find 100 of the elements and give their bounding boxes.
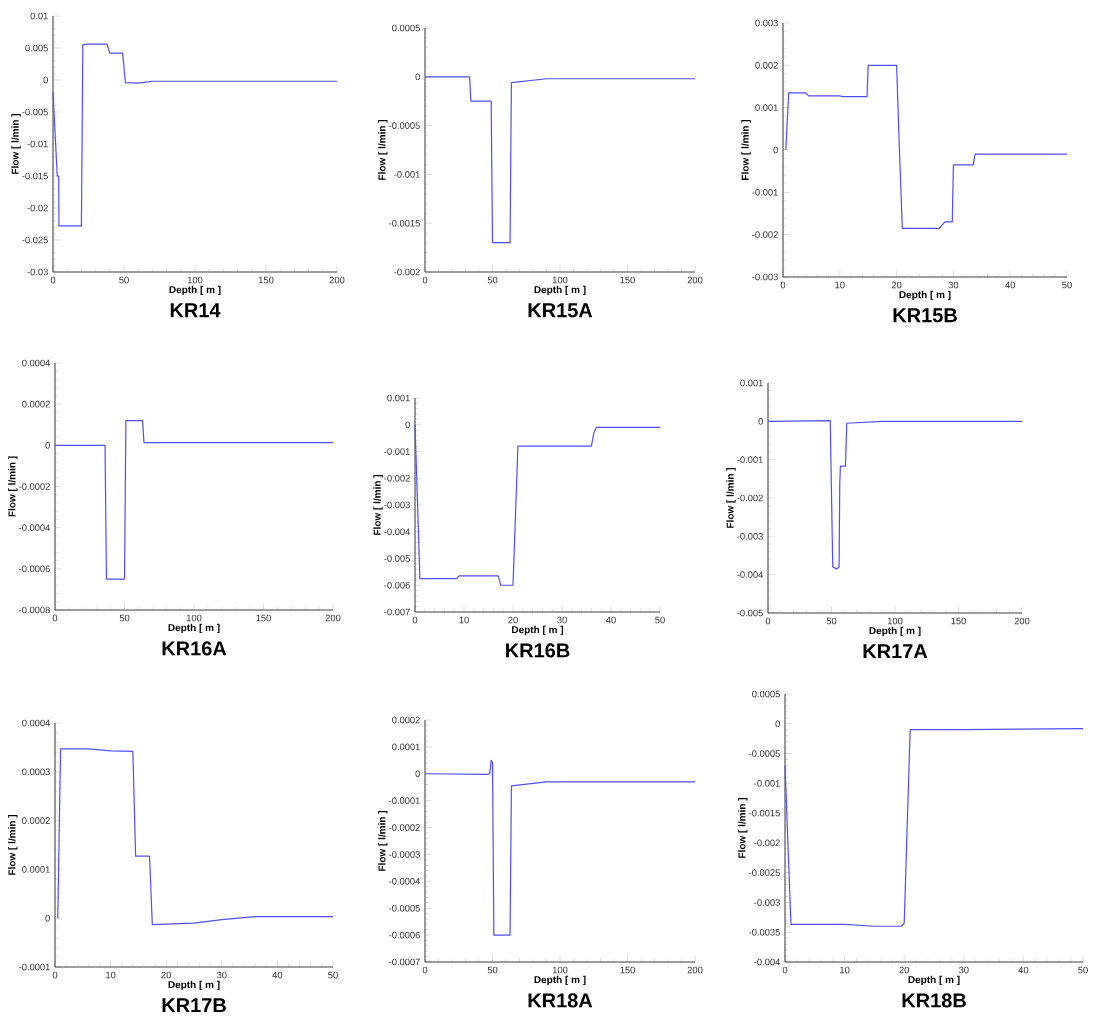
x-tick-label: 20 <box>899 966 910 974</box>
x-tick-label: 100 <box>186 614 202 622</box>
y-tick-label: -0.005 <box>22 108 48 116</box>
y-axis-title: Flow [ l/min ] <box>738 798 748 858</box>
x-tick-label: 150 <box>256 614 271 622</box>
text: KR16A <box>162 641 227 656</box>
y-tick-label: 0 <box>45 914 50 922</box>
x-tick-label: 100 <box>552 276 568 284</box>
line-series <box>424 759 696 936</box>
x-tick-label: 50 <box>487 276 498 284</box>
y-tick-label: -0.01 <box>27 140 48 148</box>
line-series <box>414 424 661 586</box>
y-tick-label: -0.0004 <box>19 524 51 531</box>
x-tick-label: 0 <box>422 276 428 284</box>
y-tick-label: -0.004 <box>737 571 764 578</box>
x-tick-label: 50 <box>119 276 129 284</box>
y-tick-label: -0.0002 <box>19 483 50 490</box>
y-tick-label: -0.003 <box>754 899 780 906</box>
x-tick-label: 20 <box>508 616 518 624</box>
y-tick-label: 0.0004 <box>22 359 51 367</box>
x-tick-label: 30 <box>216 971 227 979</box>
x-tick-label: 0 <box>782 966 788 974</box>
x-tick-label: 200 <box>1014 617 1030 625</box>
y-tick-label: 0.0002 <box>22 817 50 824</box>
y-tick-label: 0.001 <box>755 104 778 111</box>
x-tick-label: 20 <box>891 281 902 289</box>
y-tick-label: -0.002 <box>754 839 780 847</box>
y-tick-label: 0.0005 <box>752 690 780 698</box>
y-axis-title: Flow [ l/min ] <box>378 811 388 871</box>
y-axis-title: Flow [ l/min ] <box>11 114 21 174</box>
y-tick-label: 0.001 <box>740 379 763 387</box>
y-tick-label: 0 <box>43 76 48 84</box>
x-tick-label: 50 <box>487 966 498 974</box>
y-axis-title: Flow [ l/min ] <box>378 120 388 180</box>
x-axis-title: Depth [ m ] <box>169 285 221 296</box>
x-tick-label: 0 <box>52 971 58 979</box>
y-tick-label: -0.002 <box>737 494 763 502</box>
text: KR17A <box>863 644 928 659</box>
x-tick-label: 20 <box>161 971 172 979</box>
x-axis-title: Depth [ m ] <box>168 623 220 634</box>
x-tick-label: 40 <box>272 971 283 979</box>
y-tick-label: 0 <box>775 720 780 728</box>
y-tick-label: 0 <box>45 442 50 449</box>
line-series <box>424 76 696 244</box>
y-tick-label: 0 <box>405 421 410 429</box>
x-axis-title: Depth [ m ] <box>869 626 921 637</box>
x-tick-label: 50 <box>328 971 338 979</box>
y-tick-label: -0.003 <box>752 273 778 281</box>
y-tick-label: -0.005 <box>384 555 410 562</box>
y-tick-label: -0.002 <box>752 231 778 238</box>
x-tick-label: 10 <box>106 971 116 979</box>
x-tick-label: 150 <box>620 276 635 284</box>
y-axis-title: Flow [ l/min ] <box>8 815 18 875</box>
x-tick-label: 50 <box>1062 281 1072 289</box>
y-tick-label: -0.001 <box>394 171 420 178</box>
y-tick-label: 0.003 <box>755 19 778 27</box>
y-tick-label: 0 <box>415 770 420 778</box>
x-tick-label: 10 <box>459 616 469 624</box>
x-tick-label: 30 <box>557 616 567 624</box>
x-tick-label: 100 <box>552 966 568 974</box>
y-tick-label: 0.0001 <box>22 866 50 873</box>
y-tick-label: -0.006 <box>384 581 410 589</box>
x-axis-title: Depth [ m ] <box>899 290 951 301</box>
text: KR15B <box>893 308 957 323</box>
y-tick-label: 0.0004 <box>22 719 51 727</box>
y-tick-label: -0.0005 <box>389 904 420 912</box>
line-series <box>52 43 338 227</box>
x-tick-label: 100 <box>887 617 903 625</box>
x-axis-title: Depth [ m ] <box>512 625 564 636</box>
y-tick-label: -0.0035 <box>749 928 780 936</box>
x-tick-label: 50 <box>119 614 130 622</box>
x-tick-label: 200 <box>687 966 703 974</box>
y-tick-label: -0.003 <box>384 501 410 509</box>
x-tick-label: 40 <box>606 616 616 624</box>
x-tick-label: 30 <box>958 966 969 974</box>
text: KR18A <box>528 993 593 1008</box>
x-tick-label: 50 <box>1078 966 1088 974</box>
x-tick-label: 30 <box>948 281 959 289</box>
x-tick-label: 50 <box>826 617 837 625</box>
y-tick-label: 0 <box>415 73 420 81</box>
y-tick-label: -0.001 <box>754 780 780 787</box>
x-tick-label: 0 <box>52 614 58 622</box>
x-tick-label: 150 <box>620 966 635 974</box>
y-tick-label: -0.015 <box>22 172 48 180</box>
x-tick-label: 50 <box>655 616 665 624</box>
y-tick-label: -0.02 <box>27 204 48 212</box>
y-tick-label: -0.0006 <box>389 931 420 939</box>
y-axis-title: Flow [ l/min ] <box>8 456 18 517</box>
y-tick-label: -0.003 <box>737 533 763 540</box>
x-tick-label: 40 <box>1018 966 1029 974</box>
x-tick-label: 100 <box>187 276 203 284</box>
y-tick-label: -0.0015 <box>389 219 420 227</box>
text: KR17B <box>162 998 226 1013</box>
text: KR16B <box>506 643 570 658</box>
y-axis-title: Flow [ l/min ] <box>741 120 751 180</box>
line-series <box>54 420 334 580</box>
y-tick-label: -0.0004 <box>389 878 421 885</box>
x-axis-title: Depth [ m ] <box>168 980 220 991</box>
x-tick-label: 10 <box>835 281 845 289</box>
text: KR18B <box>902 993 966 1008</box>
